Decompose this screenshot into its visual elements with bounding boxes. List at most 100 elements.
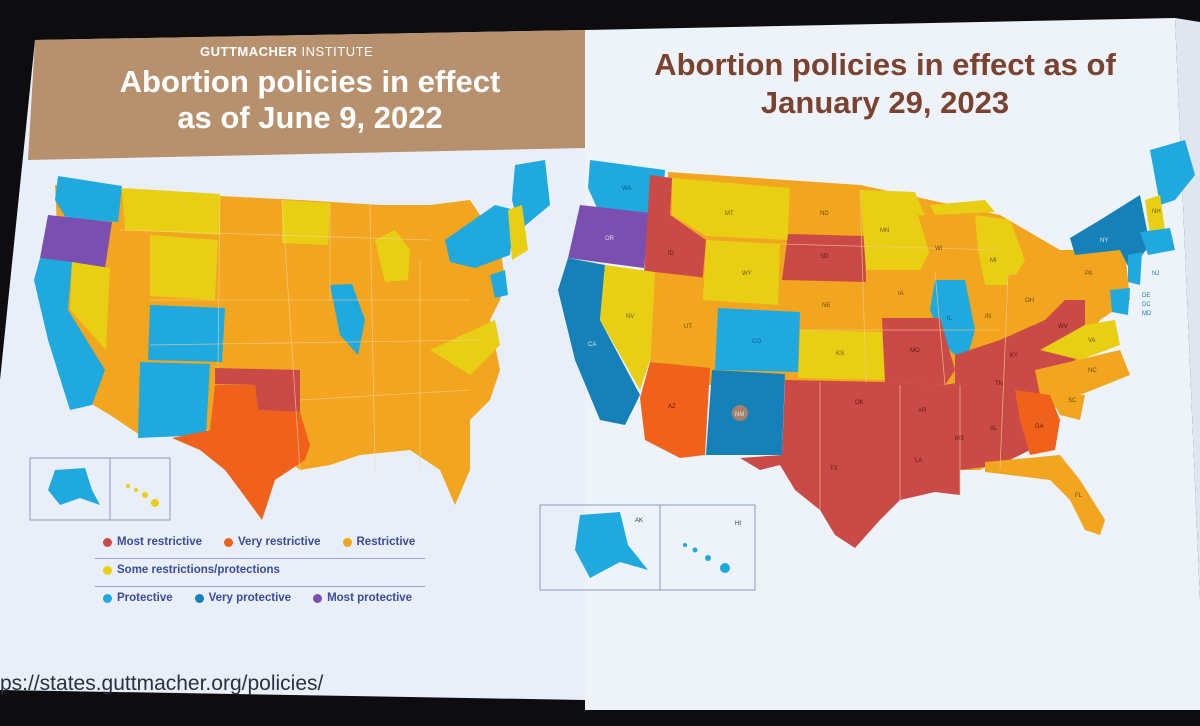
label-wa: WA: [622, 186, 631, 192]
legend-very-protective-label: Very protective: [208, 592, 292, 604]
right-il: [930, 280, 975, 365]
label-wi: WI: [935, 246, 943, 252]
label-ks: KS: [836, 351, 844, 357]
label-ak: AK: [635, 518, 643, 524]
legend-most-restrictive-label: Most restrictive: [117, 536, 203, 548]
right-mn: [860, 190, 935, 270]
right-wy: [703, 240, 780, 305]
left-tx: [172, 385, 310, 520]
label-in: IN: [985, 314, 991, 320]
right-or: [568, 205, 650, 268]
label-co: CO: [752, 339, 761, 345]
label-ky: KY: [1010, 353, 1018, 359]
left-mt: [122, 188, 220, 235]
legend-row-3: Protective Very protective Most protecti…: [103, 592, 412, 604]
right-borders: [779, 189, 1009, 510]
very-protective-swatch: [194, 593, 204, 603]
left-ok: [215, 368, 300, 412]
legend-divider-2: [95, 586, 425, 587]
right-ky-tn: [955, 300, 1085, 385]
label-hi: HI: [735, 521, 741, 527]
left-mi: [375, 230, 410, 282]
label-sd: SD: [820, 254, 829, 260]
right-ne: [778, 282, 880, 330]
label-or: OR: [605, 236, 615, 242]
legend-some-label: Some restrictions/protections: [117, 564, 280, 576]
label-ut: UT: [684, 324, 692, 330]
right-title-line2: January 29, 2023: [760, 85, 1010, 120]
label-tx: TX: [830, 466, 838, 472]
label-pa: PA: [1085, 271, 1093, 277]
very-restrictive-swatch: [224, 537, 234, 547]
label-az: AZ: [668, 404, 676, 410]
left-va: [430, 320, 500, 375]
right-pa: [1055, 252, 1125, 295]
left-wy: [150, 235, 218, 300]
label-ms: MS: [955, 436, 964, 442]
label-nv: NV: [626, 314, 634, 320]
label-mi: MI: [990, 258, 997, 264]
right-inset-box: [539, 504, 756, 591]
label-al: AL: [990, 426, 998, 432]
label-mo: MO: [910, 348, 920, 354]
label-wv: WV: [1058, 324, 1068, 330]
left-inset-box: [29, 457, 171, 521]
label-nc: NC: [1088, 368, 1097, 374]
right-south-red: [740, 340, 1080, 548]
label-ne: NE: [822, 303, 830, 309]
label-ok: OK: [855, 400, 864, 406]
label-mn: MN: [880, 228, 889, 234]
left-title-line2: as of June 9, 2022: [177, 100, 443, 135]
right-nj: [1128, 252, 1142, 285]
label-dc: DC: [1142, 302, 1151, 308]
right-ga: [1015, 390, 1060, 455]
left-wa: [55, 176, 122, 222]
label-de: DE: [1142, 293, 1150, 299]
left-nv: [70, 262, 110, 350]
label-tn: TN: [995, 381, 1003, 387]
label-ia: IA: [898, 291, 904, 297]
label-md: MD: [1142, 311, 1152, 317]
label-nj: NJ: [1152, 271, 1159, 277]
left-vt: [508, 205, 528, 260]
left-or: [40, 215, 112, 268]
left-co: [148, 305, 225, 362]
source-url: ps://states.guttmacher.org/policies/: [0, 672, 324, 695]
legend-row-1: Most restrictive Very restrictive Restri…: [103, 536, 415, 548]
label-id: ID: [668, 251, 675, 257]
right-co: [715, 308, 800, 372]
right-hi: [683, 543, 730, 573]
left-title-line1: Abortion policies in effect: [119, 64, 501, 99]
protective-swatch: [103, 593, 112, 603]
header-band: [28, 30, 585, 160]
left-ak: [48, 468, 100, 505]
right-md: [1110, 288, 1130, 315]
label-nd: ND: [820, 211, 829, 217]
org-name: GUTTMACHER INSTITUTE: [200, 44, 373, 59]
right-mt: [672, 178, 790, 240]
legend-very-restrictive: Very restrictive: [224, 536, 321, 548]
right-wi: [918, 215, 965, 275]
right-id: [644, 175, 706, 285]
label-ar: AR: [918, 408, 927, 414]
right-va: [1040, 320, 1120, 360]
label-la: LA: [915, 458, 922, 464]
right-az: [640, 362, 710, 458]
right-mi-up: [930, 200, 995, 215]
most-protective-swatch: [313, 593, 323, 603]
right-nc: [1035, 350, 1130, 395]
org-rest: INSTITUTE: [297, 44, 374, 59]
label-fl: FL: [1075, 493, 1083, 499]
right-nv: [600, 265, 655, 390]
right-wa: [588, 160, 665, 215]
label-oh: OH: [1025, 298, 1034, 304]
label-nh: NH: [1152, 209, 1161, 215]
label-ny: NY: [1100, 238, 1108, 244]
label-wy: WY: [742, 271, 752, 277]
legend-row-2: Some restrictions/protections: [103, 564, 280, 576]
most-restrictive-swatch: [103, 537, 112, 547]
right-ks: [798, 330, 885, 380]
legend-protective: Protective: [103, 592, 173, 604]
right-oh: [1008, 270, 1058, 325]
